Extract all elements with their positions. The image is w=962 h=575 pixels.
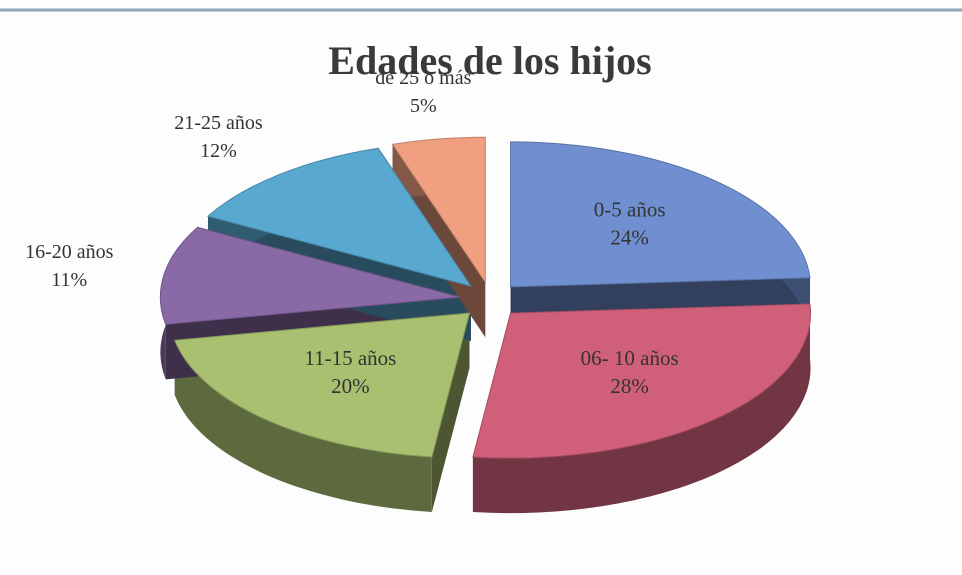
chart-title: Edades de los hijos	[328, 38, 651, 83]
value-label: 11%	[51, 269, 87, 291]
value-label: 5%	[410, 95, 437, 117]
slice	[159, 226, 461, 325]
category-label: 16-20 años	[25, 241, 114, 263]
category-label: 21-25 años	[174, 112, 263, 134]
value-label: 20%	[331, 374, 370, 398]
slice-side	[174, 340, 432, 512]
value-label: 12%	[200, 140, 237, 162]
slice-tops	[159, 136, 812, 459]
category-label: 06- 10 años	[581, 346, 679, 370]
category-label: de 25 o más	[375, 67, 471, 89]
category-label: 0-5 años	[594, 197, 666, 221]
slice-side	[472, 304, 811, 514]
slice	[510, 141, 811, 288]
slice	[472, 303, 812, 459]
slice	[391, 136, 486, 284]
value-label: 28%	[610, 374, 649, 398]
slice	[174, 312, 471, 458]
slice	[206, 147, 473, 287]
value-label: 24%	[610, 225, 649, 249]
category-label: 11-15 años	[304, 346, 396, 370]
